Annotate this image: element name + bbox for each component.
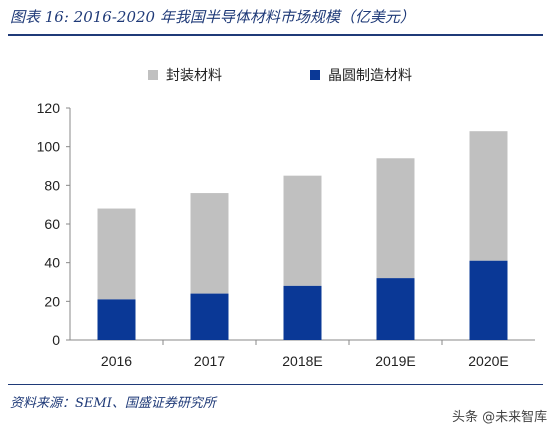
y-tick-label: 40	[44, 255, 60, 271]
y-tick-label: 20	[44, 293, 60, 309]
y-tick-label: 100	[37, 139, 61, 155]
bar-chart: 0 20 40 60 80 100 120 2016 2017 2018E 2019E 2020E 封装…	[37, 68, 535, 369]
legend-label: 封装材料	[166, 68, 222, 84]
bar-packaging-2018E	[283, 175, 322, 286]
bar-packaging-2019E	[376, 158, 415, 279]
x-tick-label: 2017	[194, 353, 225, 369]
x-tick-label: 2020E	[468, 353, 508, 369]
y-tick-label: 80	[44, 177, 60, 193]
legend-swatch	[310, 70, 320, 80]
bar-wafer-2016	[97, 299, 136, 340]
y-tick-label: 60	[44, 216, 60, 232]
legend-swatch	[148, 70, 158, 80]
source-rule	[8, 384, 543, 385]
x-tick-label: 2019E	[375, 353, 415, 369]
figure-title: 图表 16: 2016-2020 年我国半导体材料市场规模（亿美元）	[10, 8, 415, 26]
source-note: 资料来源：SEMI、国盛证券研究所	[10, 396, 216, 411]
bar-packaging-2020E	[469, 131, 508, 261]
bar-packaging-2017	[190, 193, 229, 294]
bar-wafer-2019E	[376, 278, 415, 340]
title-rule	[8, 34, 543, 36]
bar-wafer-2017	[190, 293, 229, 340]
x-tick-label: 2018E	[282, 353, 322, 369]
bar-wafer-2018E	[283, 285, 322, 340]
bar-wafer-2020E	[469, 260, 508, 340]
watermark: 头条 @未来智库	[452, 410, 548, 425]
legend-label: 晶圆制造材料	[328, 68, 412, 84]
bar-packaging-2016	[97, 208, 136, 300]
y-tick-label: 0	[52, 332, 60, 348]
y-tick-label: 120	[37, 100, 61, 116]
x-tick-label: 2016	[101, 353, 132, 369]
